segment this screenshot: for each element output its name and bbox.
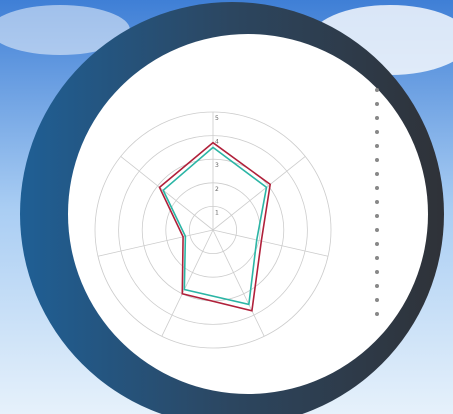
frame-inner <box>68 34 428 394</box>
r-tick-label: 1 <box>215 209 219 216</box>
r-tick-label: 4 <box>215 139 219 146</box>
spoke <box>212 229 265 337</box>
radar-chart: 1 2 3 4 5 <box>94 111 332 349</box>
spoke <box>161 229 214 337</box>
legend-dots <box>375 88 379 316</box>
r-tick-label: 3 <box>215 162 219 169</box>
cloud <box>0 5 130 55</box>
series-line <box>162 146 268 306</box>
series-line <box>158 141 272 312</box>
spoke <box>97 229 214 257</box>
spoke <box>120 156 214 231</box>
r-tick-label: 2 <box>215 186 219 193</box>
spoke <box>212 229 329 257</box>
r-tick-label: 5 <box>215 115 219 122</box>
spoke <box>212 156 306 231</box>
